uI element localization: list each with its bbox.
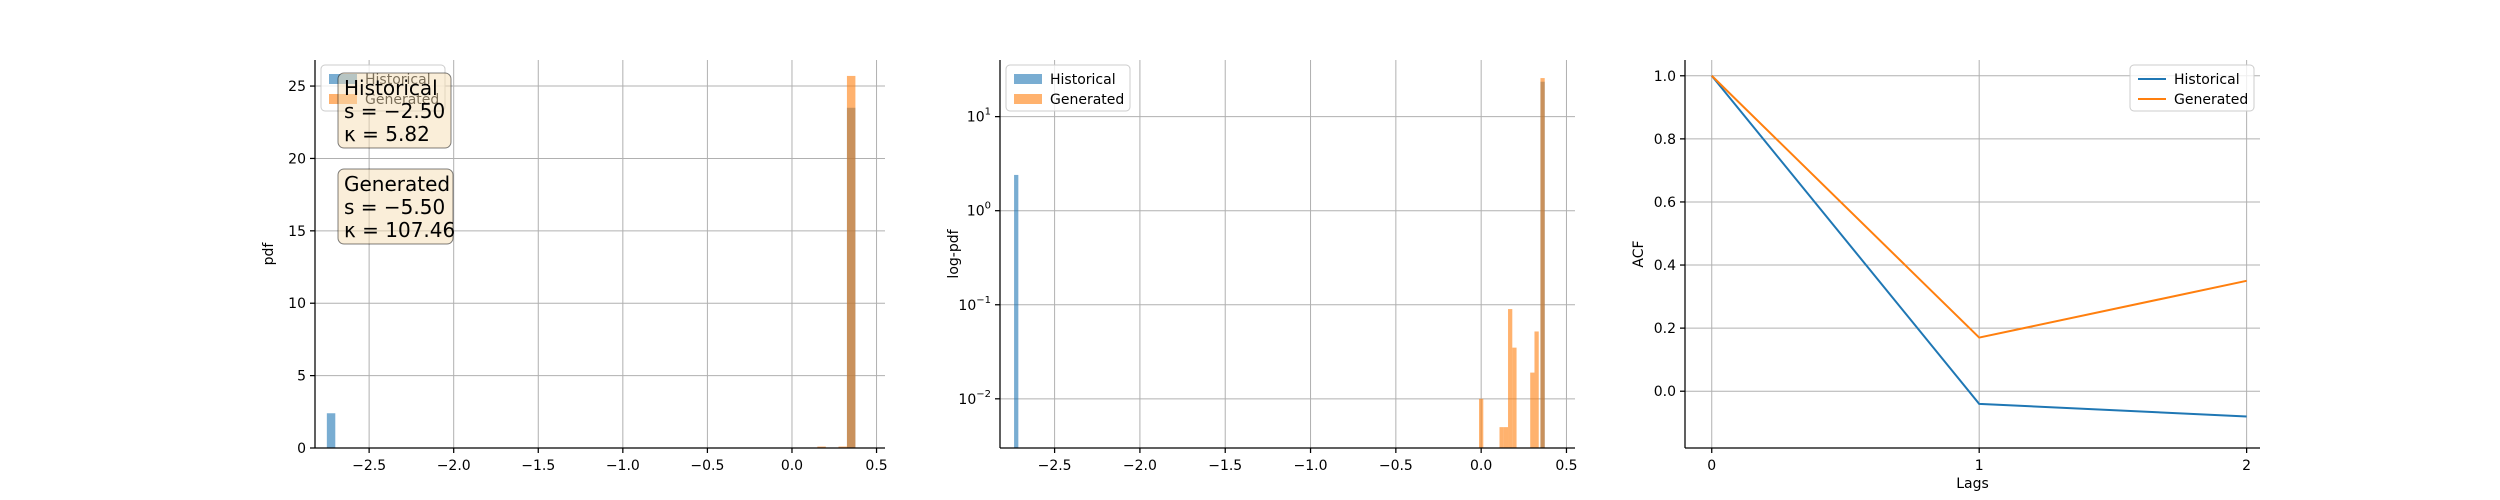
bar-generated — [1512, 347, 1517, 448]
stat-text-line: Historical — [344, 76, 438, 100]
grid-lines — [1685, 60, 2260, 448]
y-tick-label: 0.6 — [1654, 195, 1676, 211]
x-tick-label: 0.0 — [781, 458, 803, 474]
x-tick-label: −1.0 — [1294, 458, 1328, 474]
bar-generated — [1479, 398, 1484, 448]
grid-lines — [1000, 60, 1575, 448]
x-tick-label: 0.5 — [865, 458, 887, 474]
bar-generated — [817, 446, 826, 448]
legend-label: Historical — [2174, 72, 2240, 88]
histogram-bars — [326, 75, 856, 448]
bar-generated — [1508, 309, 1513, 448]
y-tick-label-exponent: −2 — [976, 389, 991, 400]
y-tick-label: 15 — [288, 224, 306, 240]
x-tick-label: 2 — [2242, 458, 2251, 474]
y-tick-label: 0.4 — [1654, 258, 1676, 274]
y-tick-label-exponent: 1 — [985, 107, 991, 118]
y-tick-label: 25 — [288, 79, 306, 95]
y-tick-label-exponent: −1 — [976, 295, 991, 306]
y-tick-label: 0.2 — [1654, 321, 1676, 337]
chart-panel-2: −2.5 −2.0 −1.5 −1.0 −0.5 0.0 0.510−210−1100101… — [946, 60, 1578, 474]
y-tick-label: 20 — [288, 151, 306, 167]
x-tick-label: −1.0 — [606, 458, 640, 474]
bar-generated — [1503, 427, 1509, 448]
y-tick-label: 10−2 — [958, 389, 991, 408]
y-tick-label: 10 — [288, 296, 306, 312]
bar-generated — [1534, 331, 1539, 448]
stat-text-line: s = −5.50 — [344, 195, 445, 219]
y-tick-label-base: 10 — [958, 392, 976, 408]
x-tick-label: −2.5 — [1038, 458, 1072, 474]
stat-text-line: Generated — [344, 172, 450, 196]
histogram-bars — [1014, 78, 1545, 448]
bar-historical — [1014, 174, 1019, 448]
legend: Historical Generated — [1005, 64, 1131, 112]
x-tick-label: 0 — [1707, 458, 1716, 474]
x-tick-label: −1.5 — [1208, 458, 1242, 474]
x-tick-label: 0.0 — [1470, 458, 1492, 474]
x-axis-label: Lags — [1956, 476, 1989, 492]
y-tick-label: 1.0 — [1654, 69, 1676, 85]
legend-swatch-generated — [1014, 94, 1042, 104]
x-tick-label: −0.5 — [1379, 458, 1413, 474]
legend-label: Generated — [2174, 92, 2248, 108]
bar-generated — [838, 446, 847, 448]
x-tick-label: −2.5 — [352, 458, 386, 474]
x-tick-label: 1 — [1975, 458, 1984, 474]
bar-generated — [1530, 372, 1535, 448]
y-axis-label: ACF — [1631, 240, 1647, 267]
stat-box-frame — [337, 72, 452, 149]
y-tick-label: 10−1 — [958, 295, 991, 314]
x-tick-label: −2.0 — [1123, 458, 1157, 474]
y-tick-label-base: 10 — [967, 110, 985, 126]
y-axis-label: log-pdf — [946, 228, 962, 278]
stat-text-line: κ = 5.82 — [344, 122, 430, 146]
y-tick-label-base: 10 — [967, 204, 985, 220]
y-tick-label: 101 — [967, 107, 991, 126]
y-tick-label-base: 10 — [958, 298, 976, 314]
x-tick-label: 0.5 — [1555, 458, 1577, 474]
y-tick-label: 5 — [297, 369, 306, 385]
chart-panel-3: 0 1 2 0.0 0.2 0.4 0.6 0.8 1.0 ACF Lags Historical Ge… — [1631, 60, 2260, 492]
x-tick-label: −1.5 — [521, 458, 555, 474]
x-tick-label: −0.5 — [690, 458, 724, 474]
bar-historical — [326, 413, 336, 448]
stat-text-line: s = −2.50 — [344, 99, 445, 123]
acf-lines — [1710, 75, 2247, 418]
y-axis-label: pdf — [261, 242, 277, 266]
y-tick-label: 100 — [967, 201, 991, 220]
x-tick-label: −2.0 — [437, 458, 471, 474]
y-tick-label: 0 — [297, 441, 306, 457]
chart-panel-1: −2.5 −2.0 −1.5 −1.0 −0.5 0.0 0.5 0 5 10 15 20 25 pdf H… — [261, 60, 888, 474]
legend-label: Historical — [1050, 72, 1116, 88]
legend-swatch-historical — [1014, 74, 1042, 84]
legend: Historical Generated — [2129, 64, 2255, 112]
y-tick-label-exponent: 0 — [985, 201, 991, 212]
stat-box-frame — [337, 168, 454, 245]
stat-text-line: κ = 107.46 — [344, 218, 455, 242]
bar-generated — [1540, 78, 1545, 448]
bar-generated — [846, 75, 856, 448]
y-tick-label: 0.0 — [1654, 384, 1676, 400]
bar-generated — [1499, 427, 1504, 448]
legend-label: Generated — [1050, 92, 1124, 108]
y-tick-label: 0.8 — [1654, 132, 1676, 148]
